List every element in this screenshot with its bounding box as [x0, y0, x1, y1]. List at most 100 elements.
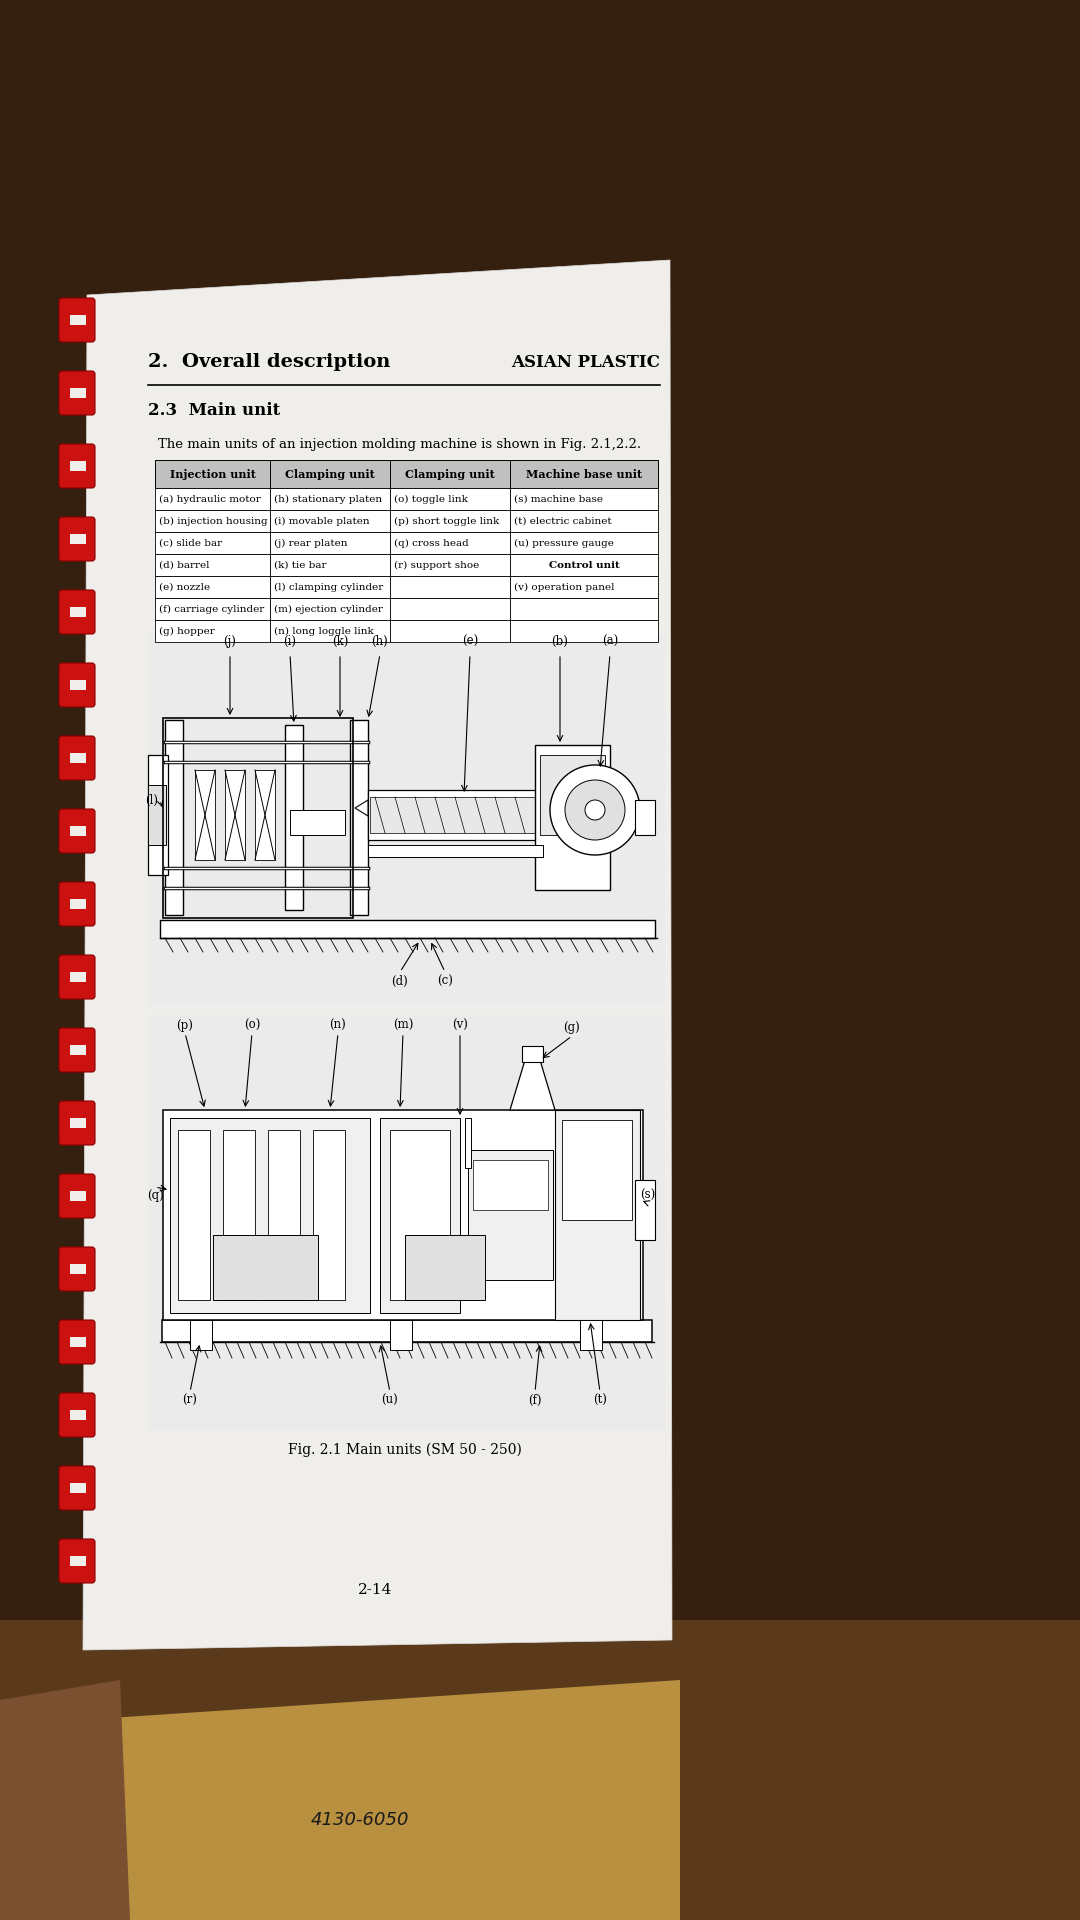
- Bar: [510, 532, 658, 555]
- Bar: [156, 555, 270, 576]
- Bar: [380, 1117, 460, 1313]
- Text: (l) clamping cylinder: (l) clamping cylinder: [274, 582, 383, 591]
- Bar: [510, 555, 658, 576]
- Text: (m) ejection cylinder: (m) ejection cylinder: [274, 605, 383, 614]
- Bar: [522, 1046, 543, 1062]
- Text: ASIAN PLASTIC: ASIAN PLASTIC: [511, 353, 660, 371]
- FancyBboxPatch shape: [59, 1394, 95, 1436]
- Bar: [465, 1117, 471, 1167]
- FancyBboxPatch shape: [59, 371, 95, 415]
- Text: (l): (l): [146, 793, 159, 806]
- Text: (k): (k): [332, 636, 348, 649]
- Bar: [635, 1181, 654, 1240]
- Bar: [70, 826, 86, 835]
- Text: (e) nozzle: (e) nozzle: [159, 582, 211, 591]
- Text: (f): (f): [528, 1394, 542, 1407]
- Bar: [390, 576, 510, 597]
- FancyBboxPatch shape: [59, 808, 95, 852]
- Bar: [390, 555, 510, 576]
- Bar: [270, 532, 390, 555]
- Bar: [70, 607, 86, 616]
- Bar: [510, 576, 658, 597]
- Bar: [635, 801, 654, 835]
- FancyBboxPatch shape: [59, 1467, 95, 1509]
- Text: (o) toggle link: (o) toggle link: [394, 495, 468, 503]
- Bar: [70, 1117, 86, 1129]
- Bar: [270, 511, 390, 532]
- Text: (h) stationary platen: (h) stationary platen: [274, 495, 382, 503]
- FancyBboxPatch shape: [59, 1246, 95, 1290]
- Bar: [156, 511, 270, 532]
- Bar: [270, 461, 390, 488]
- Bar: [225, 770, 245, 860]
- Bar: [70, 534, 86, 543]
- Text: (v) operation panel: (v) operation panel: [514, 582, 615, 591]
- Bar: [222, 1131, 255, 1300]
- FancyBboxPatch shape: [59, 735, 95, 780]
- Polygon shape: [80, 1680, 680, 1920]
- Bar: [163, 718, 353, 918]
- Bar: [535, 745, 610, 891]
- Bar: [390, 461, 510, 488]
- Bar: [390, 532, 510, 555]
- Text: (d): (d): [392, 975, 408, 989]
- Bar: [390, 1131, 450, 1300]
- Bar: [70, 1409, 86, 1421]
- Text: Machine base unit: Machine base unit: [526, 468, 643, 480]
- Text: (i) movable platen: (i) movable platen: [274, 516, 369, 526]
- Bar: [580, 1321, 602, 1350]
- Text: (p): (p): [176, 1018, 193, 1031]
- Bar: [70, 899, 86, 908]
- Bar: [156, 461, 270, 488]
- Bar: [255, 770, 275, 860]
- FancyBboxPatch shape: [59, 662, 95, 707]
- Bar: [350, 720, 368, 916]
- Circle shape: [565, 780, 625, 841]
- FancyBboxPatch shape: [59, 954, 95, 998]
- Text: (q): (q): [147, 1188, 163, 1202]
- Bar: [70, 753, 86, 762]
- Text: (g) hopper: (g) hopper: [159, 626, 215, 636]
- Circle shape: [550, 764, 640, 854]
- Bar: [178, 1131, 210, 1300]
- Text: (r) support shoe: (r) support shoe: [394, 561, 480, 570]
- Text: 2.  Overall description: 2. Overall description: [148, 353, 390, 371]
- Bar: [70, 972, 86, 981]
- Bar: [156, 597, 270, 620]
- FancyBboxPatch shape: [59, 1321, 95, 1363]
- Bar: [156, 488, 270, 511]
- Bar: [190, 1321, 212, 1350]
- Bar: [165, 720, 183, 916]
- FancyBboxPatch shape: [59, 1173, 95, 1217]
- Bar: [368, 845, 543, 856]
- FancyBboxPatch shape: [59, 516, 95, 561]
- Text: (p) short toggle link: (p) short toggle link: [394, 516, 499, 526]
- Bar: [270, 620, 390, 641]
- Text: (k) tie bar: (k) tie bar: [274, 561, 326, 570]
- Polygon shape: [83, 259, 672, 1649]
- Text: (c): (c): [437, 975, 453, 989]
- Text: 4130-6050: 4130-6050: [311, 1811, 409, 1830]
- Text: (b) injection housing: (b) injection housing: [159, 516, 268, 526]
- Text: (j) rear platen: (j) rear platen: [274, 538, 348, 547]
- Bar: [270, 576, 390, 597]
- Polygon shape: [355, 801, 368, 816]
- Bar: [148, 755, 168, 876]
- Bar: [368, 789, 543, 841]
- Bar: [370, 797, 540, 833]
- Bar: [270, 488, 390, 511]
- Text: (c) slide bar: (c) slide bar: [159, 538, 222, 547]
- Bar: [156, 620, 270, 641]
- FancyBboxPatch shape: [59, 298, 95, 342]
- Text: (d) barrel: (d) barrel: [159, 561, 210, 570]
- Text: (u) pressure gauge: (u) pressure gauge: [514, 538, 613, 547]
- Bar: [160, 920, 654, 939]
- Bar: [510, 597, 658, 620]
- Text: (h): (h): [372, 636, 389, 649]
- Bar: [70, 315, 86, 324]
- Text: (s) machine base: (s) machine base: [514, 495, 603, 503]
- Text: Clamping unit: Clamping unit: [285, 468, 375, 480]
- Bar: [70, 1482, 86, 1494]
- Bar: [148, 785, 166, 845]
- Text: (u): (u): [381, 1394, 399, 1407]
